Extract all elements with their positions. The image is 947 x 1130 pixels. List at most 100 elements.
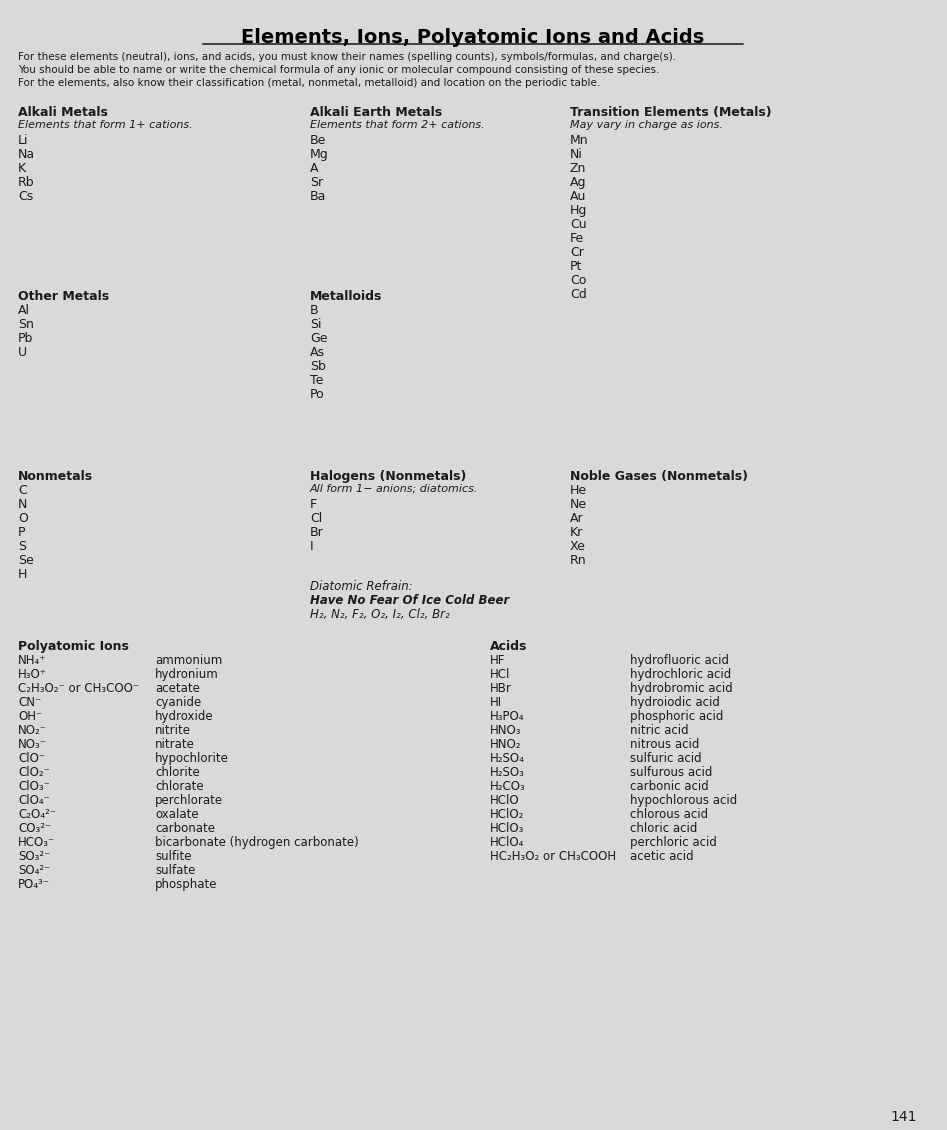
Text: Diatomic Refrain:: Diatomic Refrain: bbox=[310, 580, 413, 593]
Text: All form 1− anions; diatomics.: All form 1− anions; diatomics. bbox=[310, 484, 478, 494]
Text: He: He bbox=[570, 484, 587, 497]
Text: Cl: Cl bbox=[310, 512, 322, 525]
Text: Al: Al bbox=[18, 304, 30, 318]
Text: As: As bbox=[310, 346, 325, 359]
Text: Ag: Ag bbox=[570, 176, 586, 189]
Text: May vary in charge as ions.: May vary in charge as ions. bbox=[570, 120, 723, 130]
Text: sulfurous acid: sulfurous acid bbox=[630, 766, 712, 779]
Text: Elements that form 2+ cations.: Elements that form 2+ cations. bbox=[310, 120, 485, 130]
Text: P: P bbox=[18, 525, 26, 539]
Text: HF: HF bbox=[490, 654, 506, 667]
Text: HClO₂: HClO₂ bbox=[490, 808, 525, 822]
Text: chlorous acid: chlorous acid bbox=[630, 808, 708, 822]
Text: Alkali Earth Metals: Alkali Earth Metals bbox=[310, 106, 442, 119]
Text: CN⁻: CN⁻ bbox=[18, 696, 42, 709]
Text: Hg: Hg bbox=[570, 205, 587, 217]
Text: sulfate: sulfate bbox=[155, 864, 195, 877]
Text: Ne: Ne bbox=[570, 498, 587, 511]
Text: Cs: Cs bbox=[18, 190, 33, 203]
Text: Na: Na bbox=[18, 148, 35, 160]
Text: H₂SO₃: H₂SO₃ bbox=[490, 766, 525, 779]
Text: perchlorate: perchlorate bbox=[155, 794, 223, 807]
Text: sulfite: sulfite bbox=[155, 850, 191, 863]
Text: H₂CO₃: H₂CO₃ bbox=[490, 780, 526, 793]
Text: N: N bbox=[18, 498, 27, 511]
Text: SO₄²⁻: SO₄²⁻ bbox=[18, 864, 50, 877]
Text: C₂H₃O₂⁻ or CH₃COO⁻: C₂H₃O₂⁻ or CH₃COO⁻ bbox=[18, 683, 139, 695]
Text: Te: Te bbox=[310, 374, 323, 386]
Text: NH₄⁺: NH₄⁺ bbox=[18, 654, 46, 667]
Text: bicarbonate (hydrogen carbonate): bicarbonate (hydrogen carbonate) bbox=[155, 836, 359, 849]
Text: Ni: Ni bbox=[570, 148, 582, 160]
Text: Cr: Cr bbox=[570, 246, 584, 259]
Text: OH⁻: OH⁻ bbox=[18, 710, 43, 723]
Text: C₂O₄²⁻: C₂O₄²⁻ bbox=[18, 808, 56, 822]
Text: S: S bbox=[18, 540, 26, 553]
Text: F: F bbox=[310, 498, 317, 511]
Text: carbonic acid: carbonic acid bbox=[630, 780, 708, 793]
Text: carbonate: carbonate bbox=[155, 822, 215, 835]
Text: Ba: Ba bbox=[310, 190, 327, 203]
Text: H: H bbox=[18, 568, 27, 581]
Text: acetic acid: acetic acid bbox=[630, 850, 693, 863]
Text: hydroxide: hydroxide bbox=[155, 710, 214, 723]
Text: Metalloids: Metalloids bbox=[310, 290, 383, 303]
Text: Other Metals: Other Metals bbox=[18, 290, 109, 303]
Text: H₃O⁺: H₃O⁺ bbox=[18, 668, 46, 681]
Text: Se: Se bbox=[18, 554, 34, 567]
Text: Ar: Ar bbox=[570, 512, 583, 525]
Text: perchloric acid: perchloric acid bbox=[630, 836, 717, 849]
Text: Alkali Metals: Alkali Metals bbox=[18, 106, 108, 119]
Text: Elements, Ions, Polyatomic Ions and Acids: Elements, Ions, Polyatomic Ions and Acid… bbox=[241, 28, 705, 47]
Text: For these elements (neutral), ions, and acids, you must know their names (spelli: For these elements (neutral), ions, and … bbox=[18, 52, 676, 62]
Text: K: K bbox=[18, 162, 27, 175]
Text: 141: 141 bbox=[890, 1110, 917, 1124]
Text: Xe: Xe bbox=[570, 540, 586, 553]
Text: phosphoric acid: phosphoric acid bbox=[630, 710, 724, 723]
Text: H₂, N₂, F₂, O₂, I₂, Cl₂, Br₂: H₂, N₂, F₂, O₂, I₂, Cl₂, Br₂ bbox=[310, 608, 450, 622]
Text: For the elements, also know their classification (metal, nonmetal, metalloid) an: For the elements, also know their classi… bbox=[18, 78, 600, 88]
Text: PO₄³⁻: PO₄³⁻ bbox=[18, 878, 50, 890]
Text: oxalate: oxalate bbox=[155, 808, 199, 822]
Text: HC₂H₃O₂ or CH₃COOH: HC₂H₃O₂ or CH₃COOH bbox=[490, 850, 616, 863]
Text: Mg: Mg bbox=[310, 148, 329, 160]
Text: HNO₃: HNO₃ bbox=[490, 724, 522, 737]
Text: acetate: acetate bbox=[155, 683, 200, 695]
Text: Co: Co bbox=[570, 273, 586, 287]
Text: Br: Br bbox=[310, 525, 324, 539]
Text: Ge: Ge bbox=[310, 332, 328, 345]
Text: nitric acid: nitric acid bbox=[630, 724, 688, 737]
Text: CO₃²⁻: CO₃²⁻ bbox=[18, 822, 51, 835]
Text: ammonium: ammonium bbox=[155, 654, 223, 667]
Text: Be: Be bbox=[310, 134, 327, 147]
Text: hydronium: hydronium bbox=[155, 668, 219, 681]
Text: U: U bbox=[18, 346, 27, 359]
Text: nitrite: nitrite bbox=[155, 724, 191, 737]
Text: Zn: Zn bbox=[570, 162, 586, 175]
Text: Transition Elements (Metals): Transition Elements (Metals) bbox=[570, 106, 772, 119]
Text: Elements that form 1+ cations.: Elements that form 1+ cations. bbox=[18, 120, 192, 130]
Text: Noble Gases (Nonmetals): Noble Gases (Nonmetals) bbox=[570, 470, 748, 483]
Text: O: O bbox=[18, 512, 27, 525]
Text: Cd: Cd bbox=[570, 288, 587, 301]
Text: C: C bbox=[18, 484, 27, 497]
Text: ClO₄⁻: ClO₄⁻ bbox=[18, 794, 50, 807]
Text: nitrous acid: nitrous acid bbox=[630, 738, 700, 751]
Text: SO₃²⁻: SO₃²⁻ bbox=[18, 850, 50, 863]
Text: NO₃⁻: NO₃⁻ bbox=[18, 738, 47, 751]
Text: ClO₂⁻: ClO₂⁻ bbox=[18, 766, 50, 779]
Text: Nonmetals: Nonmetals bbox=[18, 470, 93, 483]
Text: nitrate: nitrate bbox=[155, 738, 195, 751]
Text: Sb: Sb bbox=[310, 360, 326, 373]
Text: Rb: Rb bbox=[18, 176, 35, 189]
Text: Fe: Fe bbox=[570, 232, 584, 245]
Text: Pt: Pt bbox=[570, 260, 582, 273]
Text: A: A bbox=[310, 162, 318, 175]
Text: HClO₃: HClO₃ bbox=[490, 822, 525, 835]
Text: ClO₃⁻: ClO₃⁻ bbox=[18, 780, 50, 793]
Text: Acids: Acids bbox=[490, 640, 527, 653]
Text: hydroiodic acid: hydroiodic acid bbox=[630, 696, 720, 709]
Text: Li: Li bbox=[18, 134, 28, 147]
Text: Rn: Rn bbox=[570, 554, 586, 567]
Text: cyanide: cyanide bbox=[155, 696, 202, 709]
